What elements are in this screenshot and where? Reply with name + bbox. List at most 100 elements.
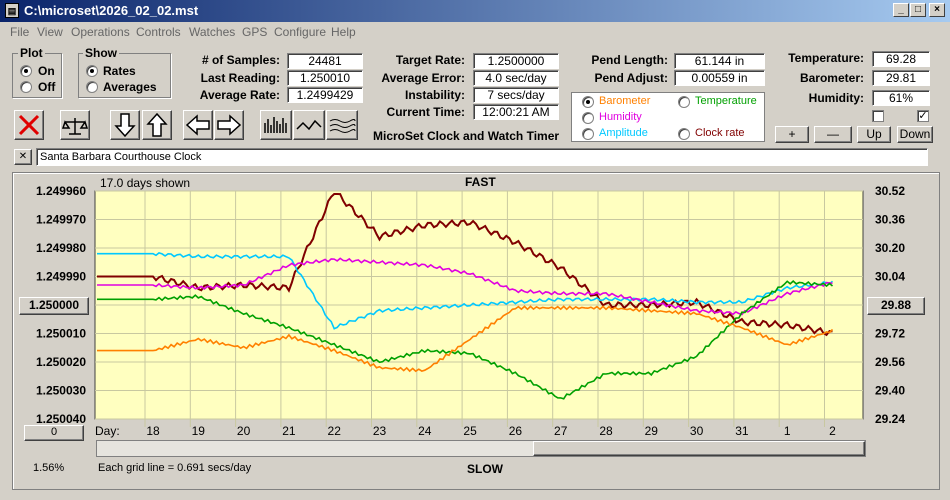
histogram-icon bbox=[264, 117, 287, 133]
show-averages-radio[interactable] bbox=[86, 81, 98, 93]
samples-value: 24481 bbox=[287, 53, 363, 69]
menu-controls[interactable]: Controls bbox=[136, 25, 181, 39]
up-arrow-icon bbox=[146, 112, 168, 137]
series-line-amplitude bbox=[97, 252, 834, 330]
right-arrow-icon bbox=[217, 114, 242, 136]
plus-button[interactable]: + bbox=[775, 126, 809, 143]
overlay-amplitude-label: Amplitude bbox=[599, 127, 648, 139]
days-shown-label: 17.0 days shown bbox=[100, 176, 191, 190]
up-button[interactable]: Up bbox=[857, 126, 891, 143]
scrollbar-thumb[interactable] bbox=[533, 441, 865, 456]
humidity-value: 61% bbox=[872, 90, 930, 106]
overlay-temperature-radio[interactable] bbox=[678, 96, 690, 108]
y-left-tick-label: 1.249980 bbox=[36, 241, 86, 255]
show-rates-radio[interactable] bbox=[86, 65, 98, 77]
pend-adjust-value: 0.00559 in bbox=[674, 70, 765, 86]
menu-file[interactable]: File bbox=[10, 25, 30, 39]
multi-wave-button[interactable] bbox=[326, 110, 358, 140]
slow-label: SLOW bbox=[467, 462, 503, 476]
up-arrow-button[interactable] bbox=[142, 110, 172, 140]
x-tick-label: 29 bbox=[645, 424, 659, 438]
right-checkbox[interactable]: ✓ bbox=[917, 110, 929, 122]
maximize-button[interactable]: □ bbox=[910, 3, 926, 17]
barometer-value: 29.81 bbox=[872, 70, 930, 86]
chart-scrollbar[interactable] bbox=[96, 440, 866, 457]
line-plot-button[interactable] bbox=[293, 110, 325, 140]
overlay-amplitude-radio[interactable] bbox=[582, 128, 594, 140]
x-tick-label: 20 bbox=[237, 424, 251, 438]
minimize-button[interactable]: _ bbox=[893, 3, 909, 17]
overlay-clockrate-label: Clock rate bbox=[695, 127, 745, 139]
offset-button[interactable]: 0 bbox=[24, 425, 84, 441]
y-right-tick-label: 30.52 bbox=[875, 184, 905, 198]
y-left-tick-label: 1.249960 bbox=[36, 184, 86, 198]
menu-help[interactable]: Help bbox=[331, 25, 356, 39]
plot-group-label: Plot bbox=[18, 46, 45, 60]
plot-on-label: On bbox=[38, 64, 55, 78]
app-name-label: MicroSet Clock and Watch Timer bbox=[373, 129, 560, 143]
overlay-clockrate-radio[interactable] bbox=[678, 128, 690, 140]
instability-value: 7 secs/day bbox=[473, 87, 559, 103]
pend-length-value: 61.144 in bbox=[674, 53, 765, 69]
last-reading-value: 1.250010 bbox=[287, 70, 363, 86]
x-tick-label: 26 bbox=[509, 424, 523, 438]
minus-button[interactable]: — bbox=[814, 126, 852, 143]
multi-wave-icon bbox=[329, 119, 356, 133]
temperature-label: Temperature: bbox=[788, 51, 864, 65]
down-arrow-button[interactable] bbox=[110, 110, 140, 140]
balance-button[interactable] bbox=[60, 110, 90, 140]
overlay-temperature-label: Temperature bbox=[695, 95, 757, 107]
overlay-barometer-radio[interactable] bbox=[582, 96, 594, 108]
target-rate-value[interactable]: 1.2500000 bbox=[473, 53, 559, 69]
title-bar: ▤ C:\microset\2026_02_02.mst _ □ × bbox=[0, 0, 950, 22]
chart-frame bbox=[12, 172, 940, 490]
y-right-tick-label: 30.04 bbox=[875, 270, 905, 284]
left-arrow-button[interactable] bbox=[183, 110, 213, 140]
menu-gps[interactable]: GPS bbox=[242, 25, 268, 39]
center-left-button[interactable]: 1.250000 bbox=[19, 297, 89, 315]
red-x-icon bbox=[18, 114, 40, 136]
y-right-tick-label: 29.40 bbox=[875, 384, 905, 398]
series-line-barometer bbox=[97, 305, 834, 373]
y-left-tick-label: 1.250020 bbox=[36, 355, 86, 369]
menu-configure[interactable]: Configure bbox=[274, 25, 327, 39]
menu-watches[interactable]: Watches bbox=[189, 25, 236, 39]
left-checkbox[interactable] bbox=[872, 110, 884, 122]
menu-view[interactable]: View bbox=[37, 25, 63, 39]
left-arrow-icon bbox=[185, 114, 210, 136]
overlay-humidity-radio[interactable] bbox=[582, 112, 594, 124]
plot-off-radio[interactable] bbox=[20, 81, 32, 93]
series-line-humidity bbox=[97, 257, 833, 316]
menu-operations[interactable]: Operations bbox=[71, 25, 130, 39]
x-tick-label: 2 bbox=[829, 424, 836, 438]
y-left-tick-label: 1.250040 bbox=[36, 412, 86, 426]
right-arrow-button[interactable] bbox=[214, 110, 244, 140]
percent-label: 1.56% bbox=[33, 462, 65, 474]
show-group bbox=[78, 53, 171, 98]
close-button[interactable]: × bbox=[929, 3, 945, 17]
plot-on-radio[interactable] bbox=[20, 65, 32, 77]
app-icon[interactable]: ▤ bbox=[5, 3, 19, 18]
y-left-tick-label: 1.250010 bbox=[36, 327, 86, 341]
average-rate-value: 1.2499429 bbox=[287, 87, 363, 103]
center-right-button[interactable]: 29.88 bbox=[867, 297, 925, 315]
barometer-label: Barometer: bbox=[799, 71, 864, 85]
average-rate-label: Average Rate: bbox=[199, 88, 280, 102]
close-clock-button[interactable]: ✕ bbox=[14, 149, 32, 165]
x-tick-label: 24 bbox=[418, 424, 432, 438]
scale-icon bbox=[61, 118, 89, 135]
average-error-label: Average Error: bbox=[381, 71, 465, 85]
average-error-value: 4.0 sec/day bbox=[473, 70, 559, 86]
x-tick-label: 23 bbox=[373, 424, 387, 438]
overlay-barometer-label: Barometer bbox=[599, 95, 651, 107]
x-tick-label: 18 bbox=[146, 424, 160, 438]
histogram-button[interactable] bbox=[260, 110, 292, 140]
clock-name-input[interactable]: Santa Barbara Courthouse Clock bbox=[36, 148, 928, 166]
y-left-tick-label: 1.249990 bbox=[36, 270, 86, 284]
x-tick-label: 19 bbox=[192, 424, 206, 438]
humidity-label: Humidity: bbox=[808, 91, 864, 105]
grid-note-label: Each grid line = 0.691 secs/day bbox=[98, 462, 252, 474]
down-button[interactable]: Down bbox=[897, 126, 933, 143]
clear-button[interactable] bbox=[14, 110, 44, 140]
